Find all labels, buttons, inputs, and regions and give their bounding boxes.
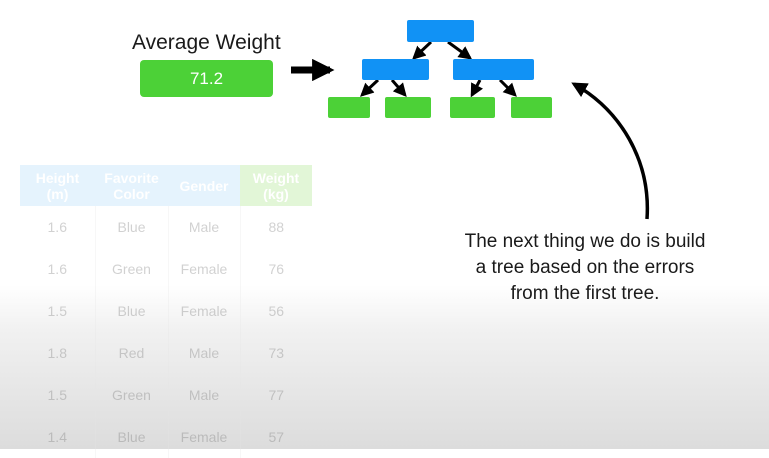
header-height-line1: Height [35,169,80,186]
table-cell: 1.6 [20,206,96,248]
table-cell: Red [95,332,169,374]
tree-left-node [362,59,429,80]
arrow-right-leaf2 [498,78,517,97]
tree-root-node [407,20,474,42]
table-cell: 76 [268,261,285,277]
header-weight-line1: Weight [252,169,300,186]
caption-text: The next thing we do is build a tree bas… [400,229,769,307]
tree-leaf-2 [385,97,431,118]
table-cell: Male [168,206,241,248]
header-favorite-color-line2: Color [113,185,150,202]
arrow-caption-to-tree [571,82,650,220]
table-row: 1.8 Red Male 73 [20,332,312,374]
arrow-left-leaf2 [390,79,407,98]
tree-right-node [453,59,534,80]
tree-leaf-3 [450,97,495,118]
header-height: Height (m) [20,165,95,206]
table-cell: Female [168,248,241,290]
table-cell: Blue [95,290,169,332]
arrow-right-leaf1 [470,79,484,98]
table-cell: 1.5 [20,374,96,416]
tree-leaf-4 [511,97,552,118]
average-weight-value: 71.2 [140,60,273,97]
arrow-root-left [412,40,433,60]
table-row: 1.5 Blue Female 56 [20,290,312,332]
table-row: 1.5 Green Male 77 [20,374,312,416]
header-height-line2: (m) [46,185,69,202]
table-cell: Male [168,332,241,374]
header-weight-line2: (kg) [263,185,289,202]
arrow-left-leaf1 [360,78,380,97]
table-body: 1.6 Blue Male 88 1.6 Green Female 76 1.5 Blue Fema… [20,206,312,458]
table-cell: 57 [268,429,285,445]
table-row: 1.6 Green Female 76 [20,248,312,290]
table-cell: 88 [268,219,285,235]
header-gender: Gender [168,165,240,206]
average-weight-label: Average Weight [132,31,281,54]
header-weight: Weight (kg) [240,165,312,206]
table-cell: 1.6 [20,248,96,290]
table-cell: Male [168,374,241,416]
table-cell: Blue [95,206,169,248]
data-table: Height (m) Favorite Color Gender Weight … [20,165,312,458]
arrow-root-right [447,40,473,60]
table-cell: 56 [268,303,285,319]
table-cell: 1.5 [20,290,96,332]
header-favorite-color: Favorite Color [95,165,168,206]
caption-line-1: The next thing we do is build [464,231,706,252]
table-cell: 73 [268,345,285,361]
table-cell: 77 [268,387,285,403]
table-cell: Blue [95,416,169,458]
header-favorite-color-line1: Favorite [104,169,159,186]
table-cell: 1.4 [20,416,96,458]
caption-line-2: a tree based on the errors [475,257,695,278]
table-cell: Green [95,374,169,416]
table-cell: Female [168,416,241,458]
table-cell: Female [168,290,241,332]
table-cell: Green [95,248,169,290]
caption-line-3: from the first tree. [510,283,660,304]
table-cell: 1.8 [20,332,96,374]
table-row: 1.4 Blue Female 57 [20,416,312,458]
header-gender-line1: Gender [179,177,229,194]
tree-leaf-1 [328,97,370,118]
table-header-row: Height (m) Favorite Color Gender Weight … [20,165,312,206]
table-row: 1.6 Blue Male 88 [20,206,312,248]
